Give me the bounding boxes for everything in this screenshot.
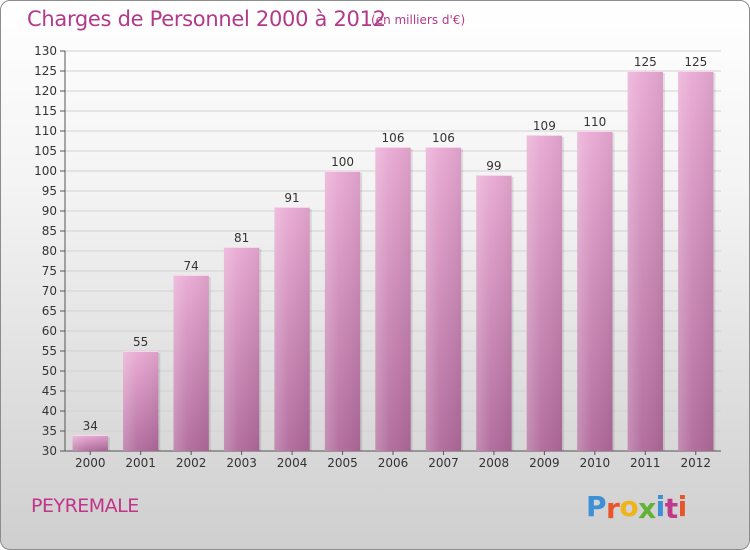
x-tick-labels: 2000 2001 2002 2003 2004 2005 2006 2007 2008 2009…: [75, 456, 711, 470]
y-tick-label: 40: [42, 404, 57, 418]
commune-name: PEYREMALE: [31, 495, 139, 517]
logo-letter: x: [638, 492, 656, 525]
bar-gloss: [476, 175, 512, 451]
data-label: 91: [284, 191, 299, 205]
y-tick-label: 85: [42, 224, 57, 238]
data-labels: 34 55 74 81 91 100 106 106 99 109 110 125 125: [83, 55, 708, 433]
y-tick-label: 120: [34, 84, 57, 98]
y-tick-label: 100: [34, 164, 57, 178]
y-tick-labels: 30 35 40 45 50 55 60 65 70 75 80 85 90 95 100 105 110 115…: [34, 44, 57, 458]
bar-gloss: [577, 131, 613, 451]
data-label: 81: [234, 231, 249, 245]
bar-gloss: [678, 71, 714, 451]
x-tick-label: 2007: [428, 456, 459, 470]
bar-gloss: [425, 147, 462, 451]
data-label: 99: [486, 159, 501, 173]
data-label: 125: [634, 55, 657, 69]
data-label: 110: [583, 115, 606, 129]
x-tick-label: 2006: [378, 456, 409, 470]
bar-gloss: [173, 275, 209, 451]
x-tick-label: 2008: [479, 456, 510, 470]
chart-title: Charges de Personnel 2000 à 2012: [27, 7, 386, 31]
y-tick-label: 110: [34, 124, 57, 138]
y-tick-label: 60: [42, 324, 57, 338]
x-tick-label: 2004: [277, 456, 308, 470]
x-tick-label: 2002: [176, 456, 207, 470]
y-tick-label: 105: [34, 144, 57, 158]
data-label: 55: [133, 335, 148, 349]
data-label: 109: [533, 119, 556, 133]
bar-gloss: [324, 171, 361, 451]
y-tick-label: 65: [42, 304, 57, 318]
x-tick-label: 2000: [75, 456, 106, 470]
y-tick-label: 95: [42, 184, 57, 198]
logo-letter: P: [586, 490, 607, 523]
x-tick-label: 2001: [125, 456, 156, 470]
proxiti-logo: Proxiti: [586, 490, 696, 526]
y-tick-label: 90: [42, 204, 57, 218]
chart-subtitle: (en milliers d'€): [371, 13, 466, 27]
data-label: 74: [184, 259, 199, 273]
data-label: 106: [432, 131, 455, 145]
y-tick-label: 50: [42, 364, 57, 378]
y-tick-label: 70: [42, 284, 57, 298]
x-tick-label: 2011: [630, 456, 661, 470]
y-tick-label: 35: [42, 424, 57, 438]
bar-gloss: [72, 435, 108, 451]
y-tick-label: 55: [42, 344, 57, 358]
y-tick-label: 130: [34, 44, 57, 58]
y-tick-label: 45: [42, 384, 57, 398]
x-tick-label: 2010: [580, 456, 611, 470]
logo-letter: i: [655, 490, 666, 523]
data-label: 125: [684, 55, 707, 69]
bar-gloss: [526, 135, 563, 451]
x-tick-label: 2005: [327, 456, 358, 470]
y-tick-label: 80: [42, 244, 57, 258]
data-label: 100: [331, 155, 354, 169]
logo-letter: t: [664, 492, 678, 525]
bar-gloss: [123, 351, 159, 451]
x-tick-label: 2009: [529, 456, 560, 470]
y-tick-label: 115: [34, 104, 57, 118]
logo-letter: o: [619, 490, 639, 523]
bar-gloss: [274, 207, 310, 451]
x-tick-label: 2003: [226, 456, 257, 470]
bar-gloss: [627, 71, 663, 451]
x-tick-label: 2012: [680, 456, 711, 470]
logo-letter: i: [677, 490, 688, 523]
y-tick-label: 75: [42, 264, 57, 278]
y-tick-label: 125: [34, 64, 57, 78]
data-label: 106: [382, 131, 405, 145]
data-label: 34: [83, 419, 98, 433]
bar-gloss: [375, 147, 411, 451]
y-tick-label: 30: [42, 444, 57, 458]
bars: [72, 71, 716, 451]
logo-letter: r: [606, 492, 620, 525]
bar-gloss: [223, 247, 260, 451]
